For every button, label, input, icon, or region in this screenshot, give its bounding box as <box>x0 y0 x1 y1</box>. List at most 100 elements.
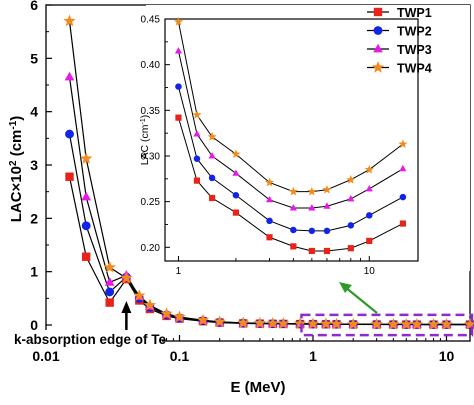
data-point-TWP4 <box>133 289 146 301</box>
inset-data-point-TWP3 <box>174 47 183 54</box>
inset-data-point-TWP3 <box>365 184 373 192</box>
inset-data-point-TWP1 <box>290 243 297 250</box>
inset-data-point-TWP2 <box>366 212 373 219</box>
inset-data-point-TWP3 <box>323 202 331 209</box>
x-tick-label: 0.1 <box>170 348 190 364</box>
legend-marker-TWP1 <box>373 7 383 17</box>
data-point-TWP4 <box>293 317 307 330</box>
inset-y-tick-label: 0.40 <box>141 60 161 71</box>
inset-y-tick-label: 0.30 <box>141 151 161 162</box>
inset-data-point-TWP1 <box>175 114 182 121</box>
legend-marker-TWP2 <box>373 26 383 35</box>
data-point-TWP4 <box>63 14 76 27</box>
y-tick-label: 4 <box>30 104 38 120</box>
y-tick-label: 0 <box>30 317 38 333</box>
data-point-TWP2 <box>81 221 91 231</box>
legend-marker-TWP4 <box>371 60 385 73</box>
y-axis-label-part: ) <box>8 116 25 121</box>
data-point-TWP4 <box>103 260 116 273</box>
legend-label-TWP3: TWP3 <box>397 43 432 57</box>
inset-data-point-TWP4 <box>231 149 241 159</box>
inset-data-point-TWP3 <box>399 164 407 172</box>
data-point-TWP4 <box>143 298 157 311</box>
data-point-TWP2 <box>65 129 74 139</box>
inset-data-point-TWP1 <box>323 247 331 255</box>
inset-data-point-TWP1 <box>308 247 315 255</box>
inset-x-tick-label: 1 <box>176 266 182 277</box>
inset-data-point-TWP3 <box>308 204 316 211</box>
data-point-TWP4 <box>213 315 226 328</box>
inset-data-point-TWP2 <box>290 226 297 234</box>
x-tick-label: 1 <box>309 348 317 364</box>
data-point-TWP4 <box>427 317 440 330</box>
inset-data-point-TWP2 <box>193 155 201 162</box>
data-point-TWP4 <box>237 316 250 329</box>
inset-data-point-TWP1 <box>347 245 354 252</box>
legend-label-TWP1: TWP1 <box>397 6 432 20</box>
inset-y-axis-label: LAC (cm-1) <box>139 115 151 166</box>
legend-label-TWP4: TWP4 <box>397 62 432 76</box>
data-point-TWP3 <box>104 277 115 286</box>
data-point-TWP4 <box>400 317 413 330</box>
inset-data-point-TWP3 <box>289 204 297 211</box>
inset-y-tick-label: 0.35 <box>141 106 161 117</box>
inset-data-point-TWP3 <box>193 130 201 137</box>
legend-marker-TWP3 <box>373 43 383 53</box>
legend-label-TWP2: TWP2 <box>397 25 432 39</box>
inset-y-tick-label: 0.45 <box>141 15 161 26</box>
data-point-TWP1 <box>105 298 114 307</box>
inset-data-point-TWP4 <box>346 174 356 184</box>
data-point-TWP4 <box>306 317 320 330</box>
inset-data-point-TWP3 <box>208 152 216 159</box>
data-point-TWP4 <box>319 317 333 330</box>
inset-data-point-TWP1 <box>399 220 406 227</box>
inset-y-axis-label-part: LAC (cm <box>139 124 151 165</box>
data-point-TWP3 <box>81 191 92 201</box>
annotation-background <box>12 330 162 348</box>
data-point-TWP2 <box>105 287 115 297</box>
y-axis-label-sup: -1 <box>8 120 19 129</box>
inset-data-point-TWP4 <box>192 110 202 119</box>
inset-data-point-TWP2 <box>175 83 182 90</box>
inset-data-point-TWP2 <box>266 217 273 225</box>
inset-data-point-TWP4 <box>307 186 317 196</box>
y-tick-label: 6 <box>30 0 38 13</box>
y-tick-label: 1 <box>30 264 38 280</box>
data-point-TWP4 <box>266 316 279 329</box>
inset-data-point-TWP2 <box>399 193 407 201</box>
data-point-TWP4 <box>120 271 133 284</box>
data-point-TWP1 <box>81 252 91 261</box>
data-point-TWP4 <box>173 310 186 323</box>
y-axis-label-sup: 2 <box>8 160 19 166</box>
inset-y-axis-label-part: ) <box>139 115 151 119</box>
inset-data-point-TWP1 <box>208 194 216 202</box>
inset-data-point-TWP4 <box>364 164 374 174</box>
data-point-TWP1 <box>65 172 74 181</box>
inset-data-point-TWP4 <box>398 139 408 148</box>
data-point-TWP4 <box>330 317 343 330</box>
inset-y-tick-label: 0.25 <box>141 197 161 208</box>
inset-data-point-TWP2 <box>323 227 331 235</box>
inset-y-axis-label-sup: -1 <box>140 118 147 124</box>
y-axis-label-part: LAC×10 <box>8 166 25 222</box>
zoom-arrow-shaft <box>344 286 378 314</box>
data-point-TWP4 <box>160 307 173 320</box>
inset-data-point-TWP1 <box>232 209 240 216</box>
inset-data-point-TWP4 <box>264 177 275 187</box>
y-tick-label: 5 <box>30 50 38 66</box>
data-point-TWP4 <box>346 317 360 330</box>
annotation-text: k-absorption edge of Te <box>14 332 166 347</box>
annotation-arrow-head <box>121 301 132 313</box>
data-point-TWP4 <box>440 317 453 330</box>
data-point-TWP4 <box>387 317 400 330</box>
y-tick-label: 3 <box>30 157 38 173</box>
inset-y-tick-label: 0.20 <box>141 243 161 254</box>
inset-data-point-TWP3 <box>265 195 274 203</box>
inset-x-tick-label: 10 <box>364 266 376 277</box>
y-axis-label: LAC×102 (cm-1) <box>8 116 26 223</box>
inset-data-point-TWP4 <box>207 132 217 141</box>
zoom-region-box <box>300 313 474 337</box>
inset-data-point-TWP1 <box>266 234 273 241</box>
